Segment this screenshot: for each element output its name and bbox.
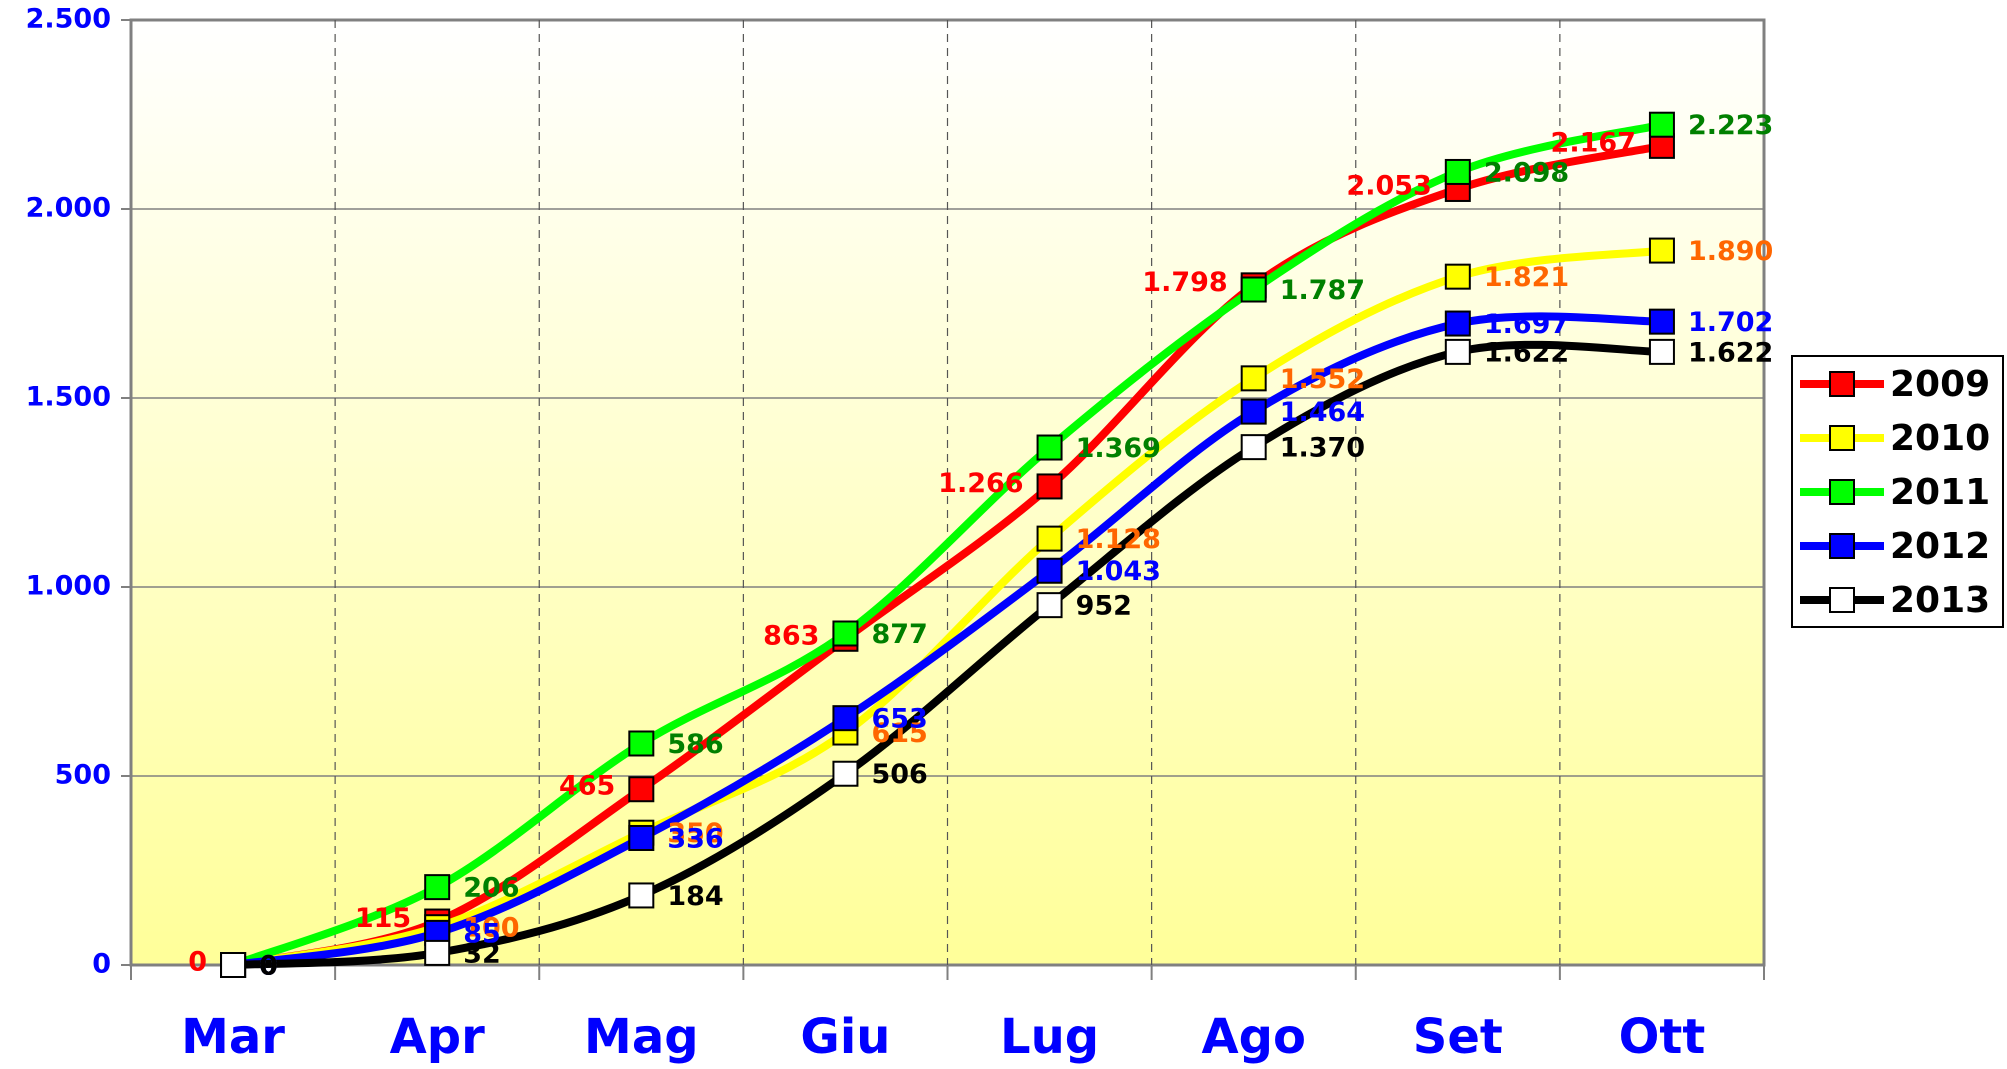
legend-marker [1829, 587, 1855, 613]
marker [1444, 338, 1471, 365]
data-label: 1.369 [1076, 433, 1161, 464]
marker [832, 620, 859, 647]
legend-label: 2009 [1890, 364, 1990, 405]
marker [1036, 434, 1063, 461]
legend-marker [1829, 479, 1855, 505]
marker [628, 730, 655, 757]
data-label: 2.053 [1346, 170, 1431, 201]
data-label: 115 [355, 903, 411, 934]
x-tick-label: Mar [181, 1009, 285, 1065]
data-label: 1.622 [1688, 337, 1773, 368]
marker [1240, 398, 1267, 425]
marker [1648, 338, 1675, 365]
marker [1444, 263, 1471, 290]
series-line [231, 120, 1663, 969]
data-label: 1.821 [1484, 262, 1569, 293]
data-label: 0 [259, 951, 278, 982]
marker [1240, 434, 1267, 461]
data-label: 1.702 [1688, 307, 1773, 338]
data-label: 1.370 [1280, 433, 1365, 464]
data-label: 615 [871, 718, 927, 749]
data-label: 350 [667, 818, 723, 849]
marker [1036, 592, 1063, 619]
marker [1444, 310, 1471, 337]
marker [1648, 111, 1675, 138]
data-label: 1.266 [938, 468, 1023, 499]
y-tick-label: 2.000 [26, 193, 111, 224]
marker [832, 760, 859, 787]
data-label: 465 [559, 771, 615, 802]
data-label: 184 [667, 881, 723, 912]
data-label: 0 [188, 947, 207, 978]
data-label: 653 [871, 704, 927, 735]
data-label: 85 [463, 918, 501, 949]
marker [1036, 557, 1063, 584]
data-label: 863 [763, 620, 819, 651]
x-tick-label: Set [1413, 1009, 1503, 1065]
marker [832, 705, 859, 732]
data-label: 2.098 [1484, 157, 1569, 188]
y-tick-label: 2.500 [26, 4, 111, 35]
data-label: 0 [259, 951, 278, 982]
legend-label: 2010 [1890, 418, 1990, 459]
x-tick-label: Lug [1000, 1009, 1099, 1065]
x-tick-label: Ott [1619, 1009, 1706, 1065]
data-label: 1.798 [1142, 267, 1227, 298]
legend-label: 2013 [1890, 580, 1990, 621]
series-line [232, 340, 1662, 969]
marker [1036, 525, 1063, 552]
marker [220, 952, 247, 978]
series-line [232, 141, 1663, 969]
legend-marker [1829, 425, 1855, 451]
data-label: 100 [463, 913, 519, 944]
data-label: 506 [871, 759, 927, 790]
marker [1240, 365, 1267, 392]
marker [1444, 158, 1471, 185]
data-label: 586 [667, 729, 723, 760]
y-tick-label: 500 [55, 760, 111, 791]
data-label: 2.167 [1551, 127, 1636, 158]
data-label: 0 [259, 951, 278, 982]
data-label: 1.464 [1280, 397, 1365, 428]
legend-marker [1829, 533, 1855, 559]
y-tick-label: 1.000 [26, 571, 111, 602]
legend-marker [1829, 371, 1855, 397]
data-label: 336 [667, 823, 723, 854]
data-label: 0 [259, 951, 278, 982]
data-label: 1.043 [1076, 556, 1161, 587]
data-label: 1.697 [1484, 309, 1569, 340]
marker [1648, 237, 1675, 264]
x-tick-label: Mag [584, 1009, 699, 1065]
y-tick-label: 1.500 [26, 382, 111, 413]
marker [628, 882, 655, 909]
marker [424, 874, 451, 901]
data-label: 1.890 [1688, 236, 1773, 267]
legend-label: 2012 [1890, 526, 1990, 567]
legend-label: 2011 [1890, 472, 1990, 513]
data-label: 1.787 [1280, 275, 1365, 306]
data-label: 1.622 [1484, 337, 1569, 368]
series-line [232, 312, 1662, 969]
marker [424, 939, 451, 966]
series-line [232, 246, 1663, 969]
marker [1036, 473, 1063, 500]
y-tick-label: 0 [92, 949, 111, 980]
data-label: 877 [871, 619, 927, 650]
x-tick-label: Ago [1201, 1009, 1305, 1065]
data-label: 32 [463, 938, 501, 969]
data-label: 1.128 [1076, 524, 1161, 555]
marker [1240, 276, 1267, 303]
data-label: 952 [1076, 591, 1132, 622]
data-label: 2.223 [1688, 110, 1773, 141]
data-label: 1.552 [1280, 364, 1365, 395]
marker [1648, 308, 1675, 335]
x-tick-label: Giu [800, 1009, 890, 1065]
marker [628, 824, 655, 851]
data-label: 206 [463, 873, 519, 904]
marker [628, 776, 655, 803]
x-tick-label: Apr [390, 1009, 486, 1065]
